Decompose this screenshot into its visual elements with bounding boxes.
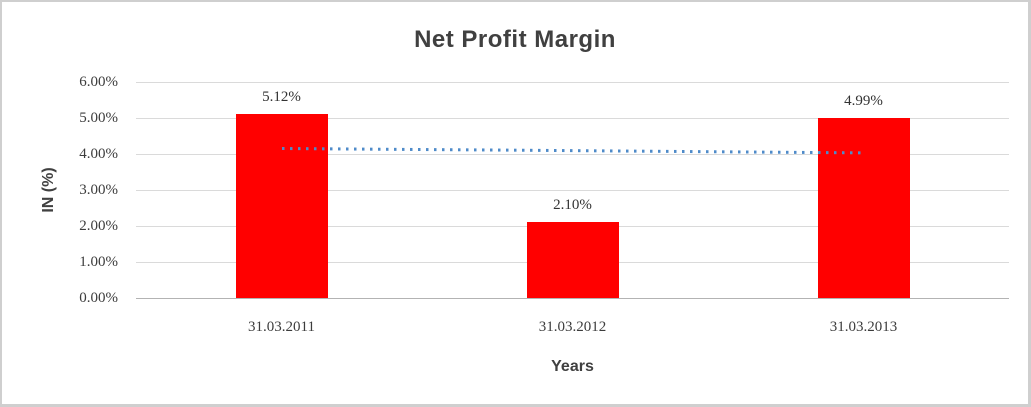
x-axis-line: [136, 298, 1009, 299]
bar: [235, 113, 328, 298]
bar-value-label: 2.10%: [553, 197, 592, 214]
bar: [817, 118, 910, 298]
y-tick-label: 5.00%: [79, 110, 118, 126]
gridline: [136, 154, 1009, 155]
x-category-label: 31.03.2013: [829, 319, 898, 335]
y-tick-label: 3.00%: [79, 182, 118, 198]
y-tick-label: 4.00%: [79, 146, 118, 162]
bar-value-label: 5.12%: [262, 88, 301, 105]
y-tick-label: 2.00%: [79, 218, 118, 234]
x-category-label: 31.03.2011: [248, 319, 315, 335]
y-tick-label: 0.00%: [79, 290, 118, 306]
x-category-label: 31.03.2012: [538, 319, 607, 335]
x-axis-title: Years: [551, 358, 594, 375]
bar: [526, 222, 619, 298]
y-tick-label: 6.00%: [79, 74, 118, 90]
bar-value-label: 4.99%: [844, 93, 883, 110]
y-tick-label: 1.00%: [79, 254, 118, 270]
gridline: [136, 190, 1009, 191]
chart-title: Net Profit Margin: [414, 26, 616, 53]
gridline: [136, 82, 1009, 83]
gridline: [136, 118, 1009, 119]
